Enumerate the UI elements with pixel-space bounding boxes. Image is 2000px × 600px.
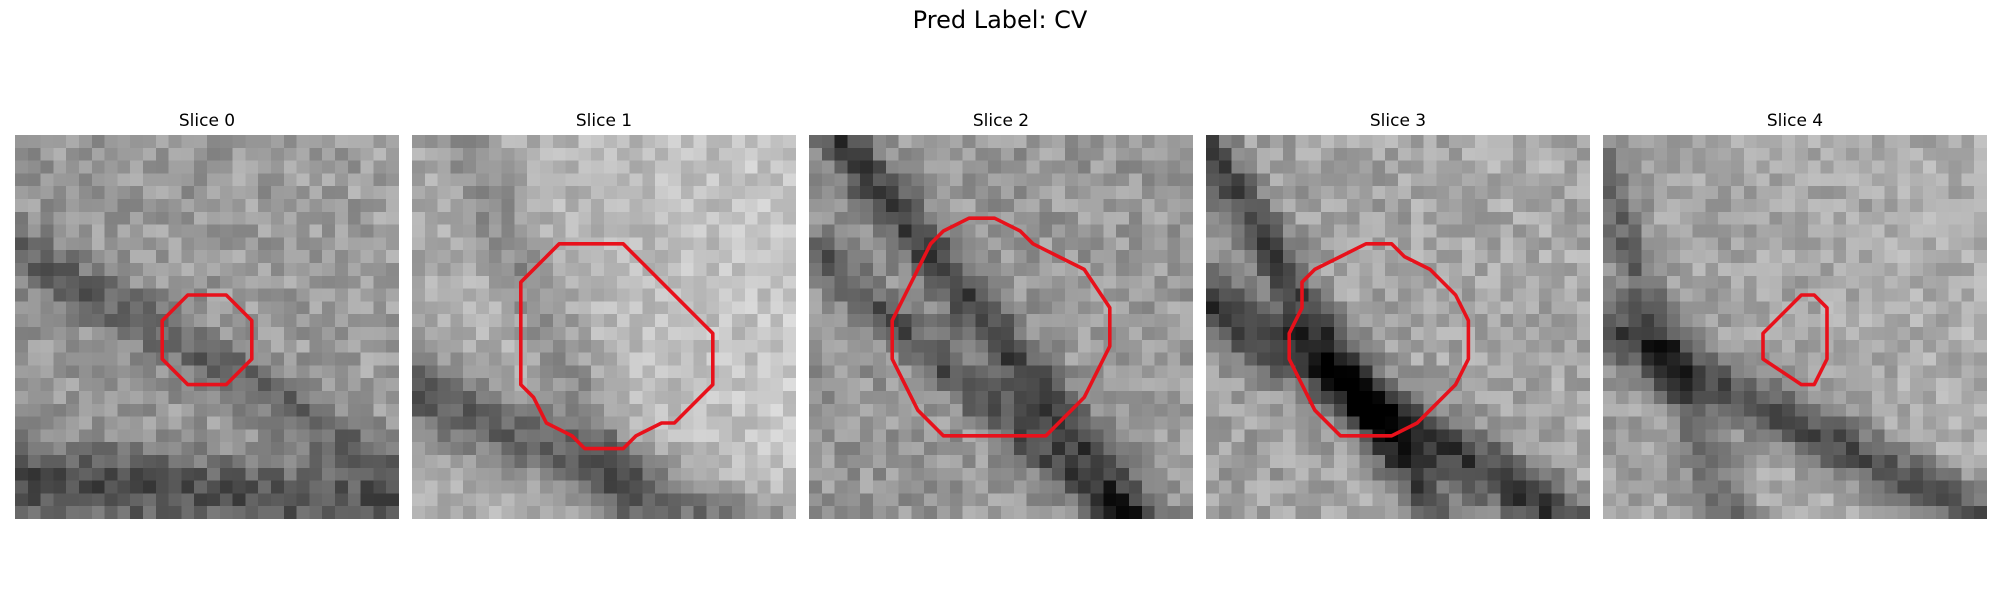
- slice-image-0: [15, 135, 399, 519]
- roi-outline: [160, 293, 254, 387]
- slice-title-4: Slice 4: [1766, 111, 1824, 131]
- slice-pixels: [412, 135, 796, 519]
- slice-pixels: [15, 135, 399, 519]
- slice-title-2: Slice 2: [972, 111, 1030, 131]
- slice-title-3: Slice 3: [1369, 111, 1427, 131]
- slice-title-1: Slice 1: [575, 111, 633, 131]
- slice-panel-2: Slice 2: [809, 108, 1193, 519]
- roi-outline: [519, 242, 715, 451]
- roi-outline: [1761, 293, 1829, 387]
- figure-title: Pred Label: CV: [912, 6, 1088, 34]
- slice-pixels: [1603, 135, 1987, 519]
- slice-panel-4: Slice 4: [1603, 108, 1987, 519]
- slice-pixels: [1206, 135, 1590, 519]
- slice-panel-3: Slice 3: [1206, 108, 1590, 519]
- slice-image-4: [1603, 135, 1987, 519]
- slice-image-3: [1206, 135, 1590, 519]
- roi-outline: [1287, 242, 1471, 438]
- slice-image-1: [412, 135, 796, 519]
- slice-panel-1: Slice 1: [412, 108, 796, 519]
- roi-outline: [890, 216, 1112, 438]
- slice-title-0: Slice 0: [178, 111, 236, 131]
- slice-pixels: [809, 135, 1193, 519]
- slice-panel-0: Slice 0: [15, 108, 399, 519]
- slice-image-2: [809, 135, 1193, 519]
